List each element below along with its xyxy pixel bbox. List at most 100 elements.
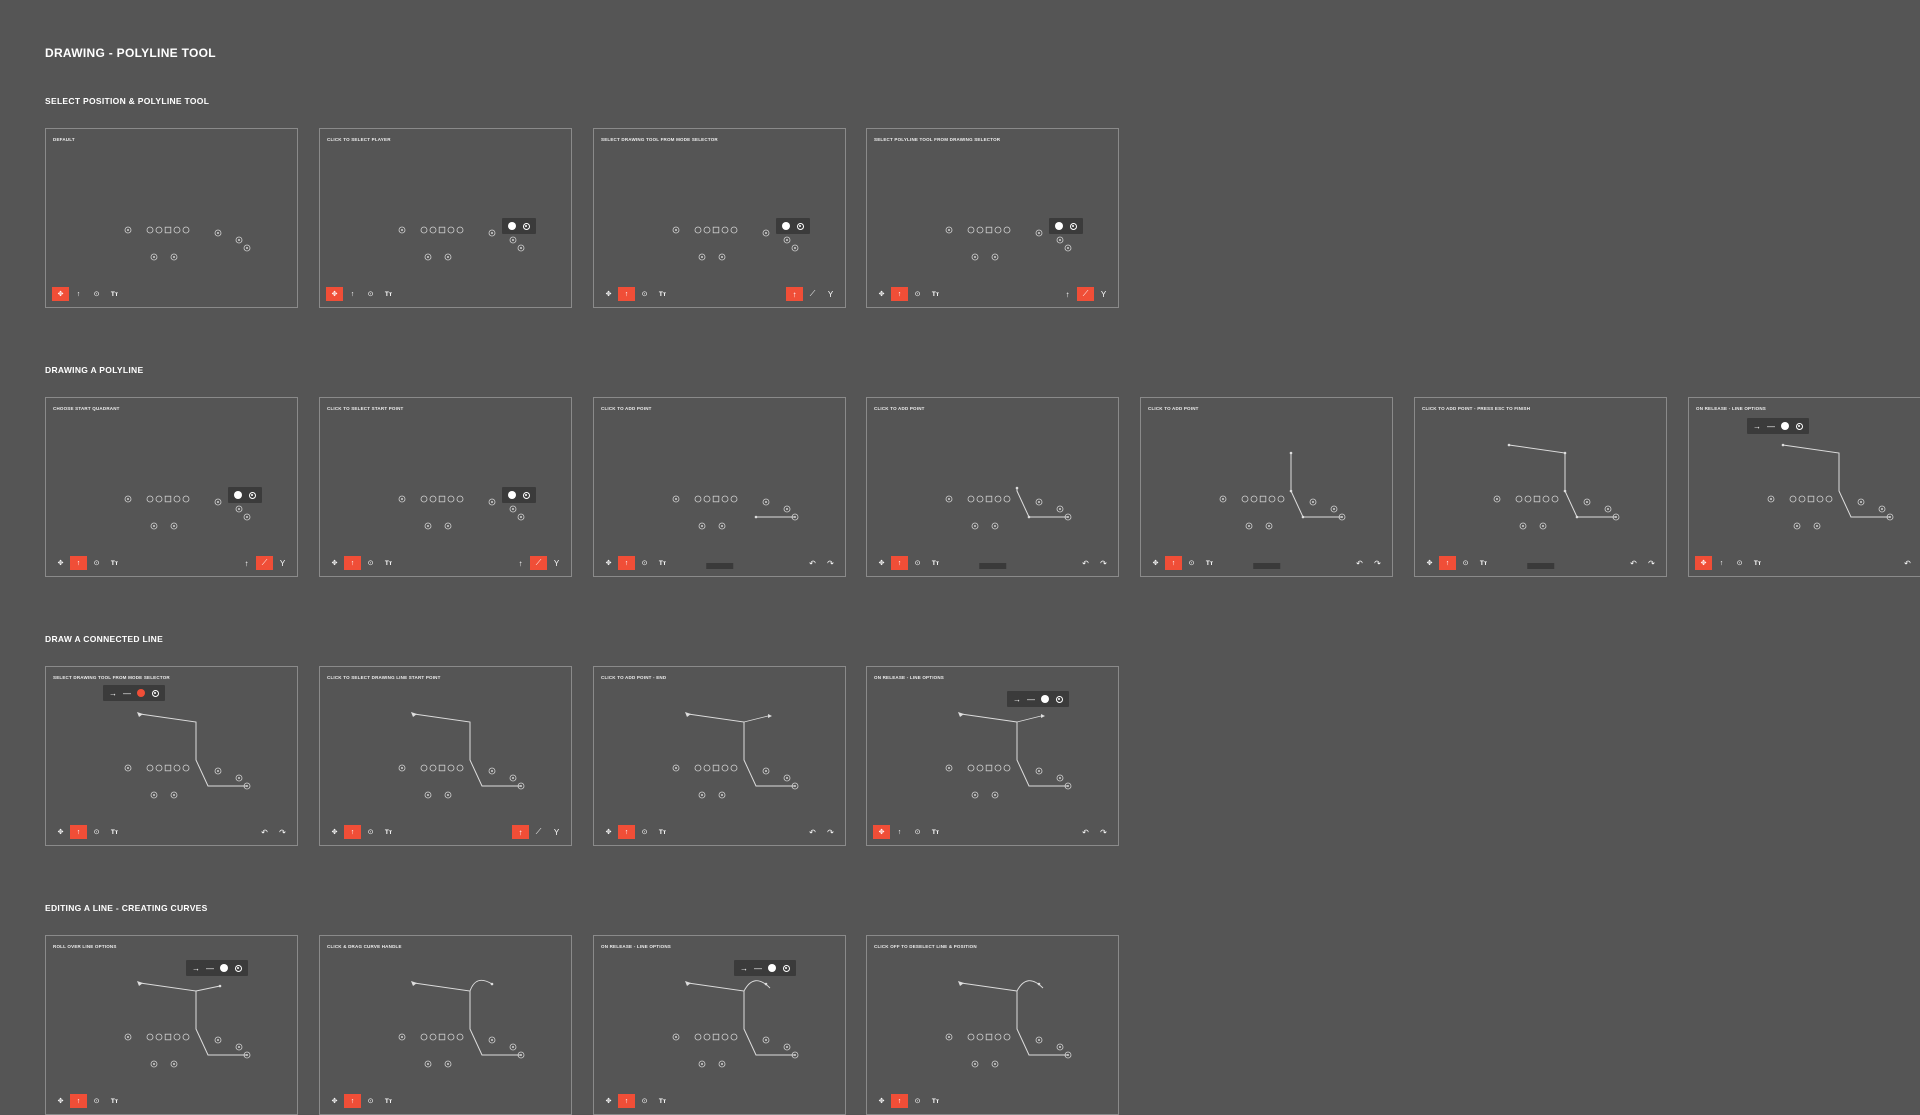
- text-icon[interactable]: Tт: [658, 559, 667, 567]
- draw-arrow-icon[interactable]: ↑: [70, 1094, 87, 1108]
- color-fill-icon[interactable]: [233, 488, 243, 502]
- player-type-icon[interactable]: [521, 488, 531, 502]
- move-icon[interactable]: ✥: [605, 291, 612, 298]
- move-icon[interactable]: ✥: [57, 1098, 64, 1105]
- play-field[interactable]: [1689, 398, 1920, 577]
- player-icon[interactable]: ⊙: [1736, 560, 1743, 567]
- draw-arrow-icon[interactable]: ↑: [344, 556, 361, 570]
- play-field[interactable]: [320, 667, 572, 846]
- text-icon[interactable]: Tт: [658, 828, 667, 836]
- line-type-icon[interactable]: [233, 961, 243, 975]
- move-icon[interactable]: ✥: [326, 287, 343, 301]
- branch-icon[interactable]: Y: [827, 289, 834, 299]
- move-icon[interactable]: ✥: [57, 560, 64, 567]
- branch-icon[interactable]: Y: [1100, 289, 1107, 299]
- redo-icon[interactable]: ↷: [827, 827, 834, 837]
- draw-arrow-icon[interactable]: ↑: [618, 556, 635, 570]
- player-icon[interactable]: ⊙: [914, 291, 921, 298]
- play-field[interactable]: [1415, 398, 1667, 577]
- redo-icon[interactable]: ↷: [1100, 827, 1107, 837]
- player-icon[interactable]: ⊙: [914, 829, 921, 836]
- arrow-end-icon[interactable]: →: [109, 688, 117, 698]
- draw-arrow-icon[interactable]: ↑: [1719, 559, 1724, 567]
- color-fill-icon[interactable]: [507, 488, 517, 502]
- draw-arrow-icon[interactable]: ↑: [76, 290, 81, 298]
- undo-icon[interactable]: ↶: [1630, 558, 1637, 568]
- redo-icon[interactable]: ↷: [279, 827, 286, 837]
- player-icon[interactable]: ⊙: [367, 560, 374, 567]
- draw-arrow-icon[interactable]: ↑: [344, 1094, 361, 1108]
- redo-icon[interactable]: ↷: [1374, 558, 1381, 568]
- line-style-icon[interactable]: —: [206, 963, 214, 973]
- play-field[interactable]: [46, 667, 298, 846]
- play-field[interactable]: [867, 667, 1119, 846]
- text-icon[interactable]: Tт: [931, 828, 940, 836]
- arrow-end-icon[interactable]: →: [192, 963, 200, 973]
- player-icon[interactable]: ⊙: [93, 291, 100, 298]
- play-field[interactable]: [46, 398, 298, 577]
- player-icon[interactable]: ⊙: [914, 1098, 921, 1105]
- text-icon[interactable]: Tт: [1753, 559, 1762, 567]
- play-field[interactable]: [320, 936, 572, 1115]
- text-icon[interactable]: Tт: [658, 290, 667, 298]
- text-icon[interactable]: Tт: [110, 828, 119, 836]
- move-icon[interactable]: ✥: [57, 829, 64, 836]
- player-icon[interactable]: ⊙: [914, 560, 921, 567]
- text-icon[interactable]: Tт: [658, 1097, 667, 1105]
- text-icon[interactable]: Tт: [1205, 559, 1214, 567]
- draw-arrow-icon[interactable]: ↑: [1165, 556, 1182, 570]
- line-style-icon[interactable]: —: [123, 688, 131, 698]
- move-icon[interactable]: ✥: [878, 291, 885, 298]
- color-fill-icon[interactable]: [767, 961, 777, 975]
- player-icon[interactable]: ⊙: [641, 1098, 648, 1105]
- draw-arrow-icon[interactable]: ↑: [350, 290, 355, 298]
- move-icon[interactable]: ✥: [1152, 560, 1159, 567]
- move-icon[interactable]: ✥: [605, 560, 612, 567]
- play-field[interactable]: [320, 398, 572, 577]
- draw-arrow-icon[interactable]: ↑: [891, 1094, 908, 1108]
- play-field[interactable]: [867, 398, 1119, 577]
- move-icon[interactable]: ✥: [331, 560, 338, 567]
- player-icon[interactable]: ⊙: [93, 829, 100, 836]
- color-fill-icon[interactable]: [507, 219, 517, 233]
- color-fill-icon[interactable]: [1780, 419, 1790, 433]
- straight-arrow-icon[interactable]: ↑: [512, 825, 529, 839]
- draw-arrow-icon[interactable]: ↑: [70, 825, 87, 839]
- player-icon[interactable]: ⊙: [367, 829, 374, 836]
- undo-icon[interactable]: ↶: [261, 827, 268, 837]
- play-field[interactable]: [867, 936, 1119, 1115]
- play-field[interactable]: [594, 398, 846, 577]
- player-icon[interactable]: ⊙: [1462, 560, 1469, 567]
- text-icon[interactable]: Tт: [931, 1097, 940, 1105]
- text-icon[interactable]: Tт: [384, 290, 393, 298]
- polyline-icon[interactable]: ⟋: [809, 289, 816, 298]
- move-icon[interactable]: ✥: [52, 287, 69, 301]
- arrow-end-icon[interactable]: →: [1013, 694, 1021, 704]
- player-icon[interactable]: ⊙: [93, 1098, 100, 1105]
- draw-arrow-icon[interactable]: ↑: [618, 287, 635, 301]
- text-icon[interactable]: Tт: [931, 559, 940, 567]
- polyline-icon[interactable]: ⟋: [530, 556, 547, 570]
- play-field[interactable]: [594, 667, 846, 846]
- straight-arrow-icon[interactable]: ↑: [786, 287, 803, 301]
- player-icon[interactable]: ⊙: [641, 829, 648, 836]
- text-icon[interactable]: Tт: [110, 1097, 119, 1105]
- player-icon[interactable]: ⊙: [1188, 560, 1195, 567]
- player-icon[interactable]: ⊙: [641, 291, 648, 298]
- move-icon[interactable]: ✥: [331, 1098, 338, 1105]
- player-type-icon[interactable]: [521, 219, 531, 233]
- color-fill-icon[interactable]: [136, 686, 146, 700]
- move-icon[interactable]: ✥: [605, 829, 612, 836]
- draw-arrow-icon[interactable]: ↑: [344, 825, 361, 839]
- player-icon[interactable]: ⊙: [367, 291, 374, 298]
- line-type-icon[interactable]: [150, 686, 160, 700]
- play-field[interactable]: [594, 129, 846, 308]
- line-style-icon[interactable]: —: [1027, 694, 1035, 704]
- arrow-end-icon[interactable]: →: [1753, 421, 1761, 431]
- text-icon[interactable]: Tт: [384, 1097, 393, 1105]
- player-type-icon[interactable]: [795, 219, 805, 233]
- undo-icon[interactable]: ↶: [1082, 827, 1089, 837]
- draw-arrow-icon[interactable]: ↑: [897, 828, 902, 836]
- play-field[interactable]: [46, 936, 298, 1115]
- line-type-icon[interactable]: [1794, 419, 1804, 433]
